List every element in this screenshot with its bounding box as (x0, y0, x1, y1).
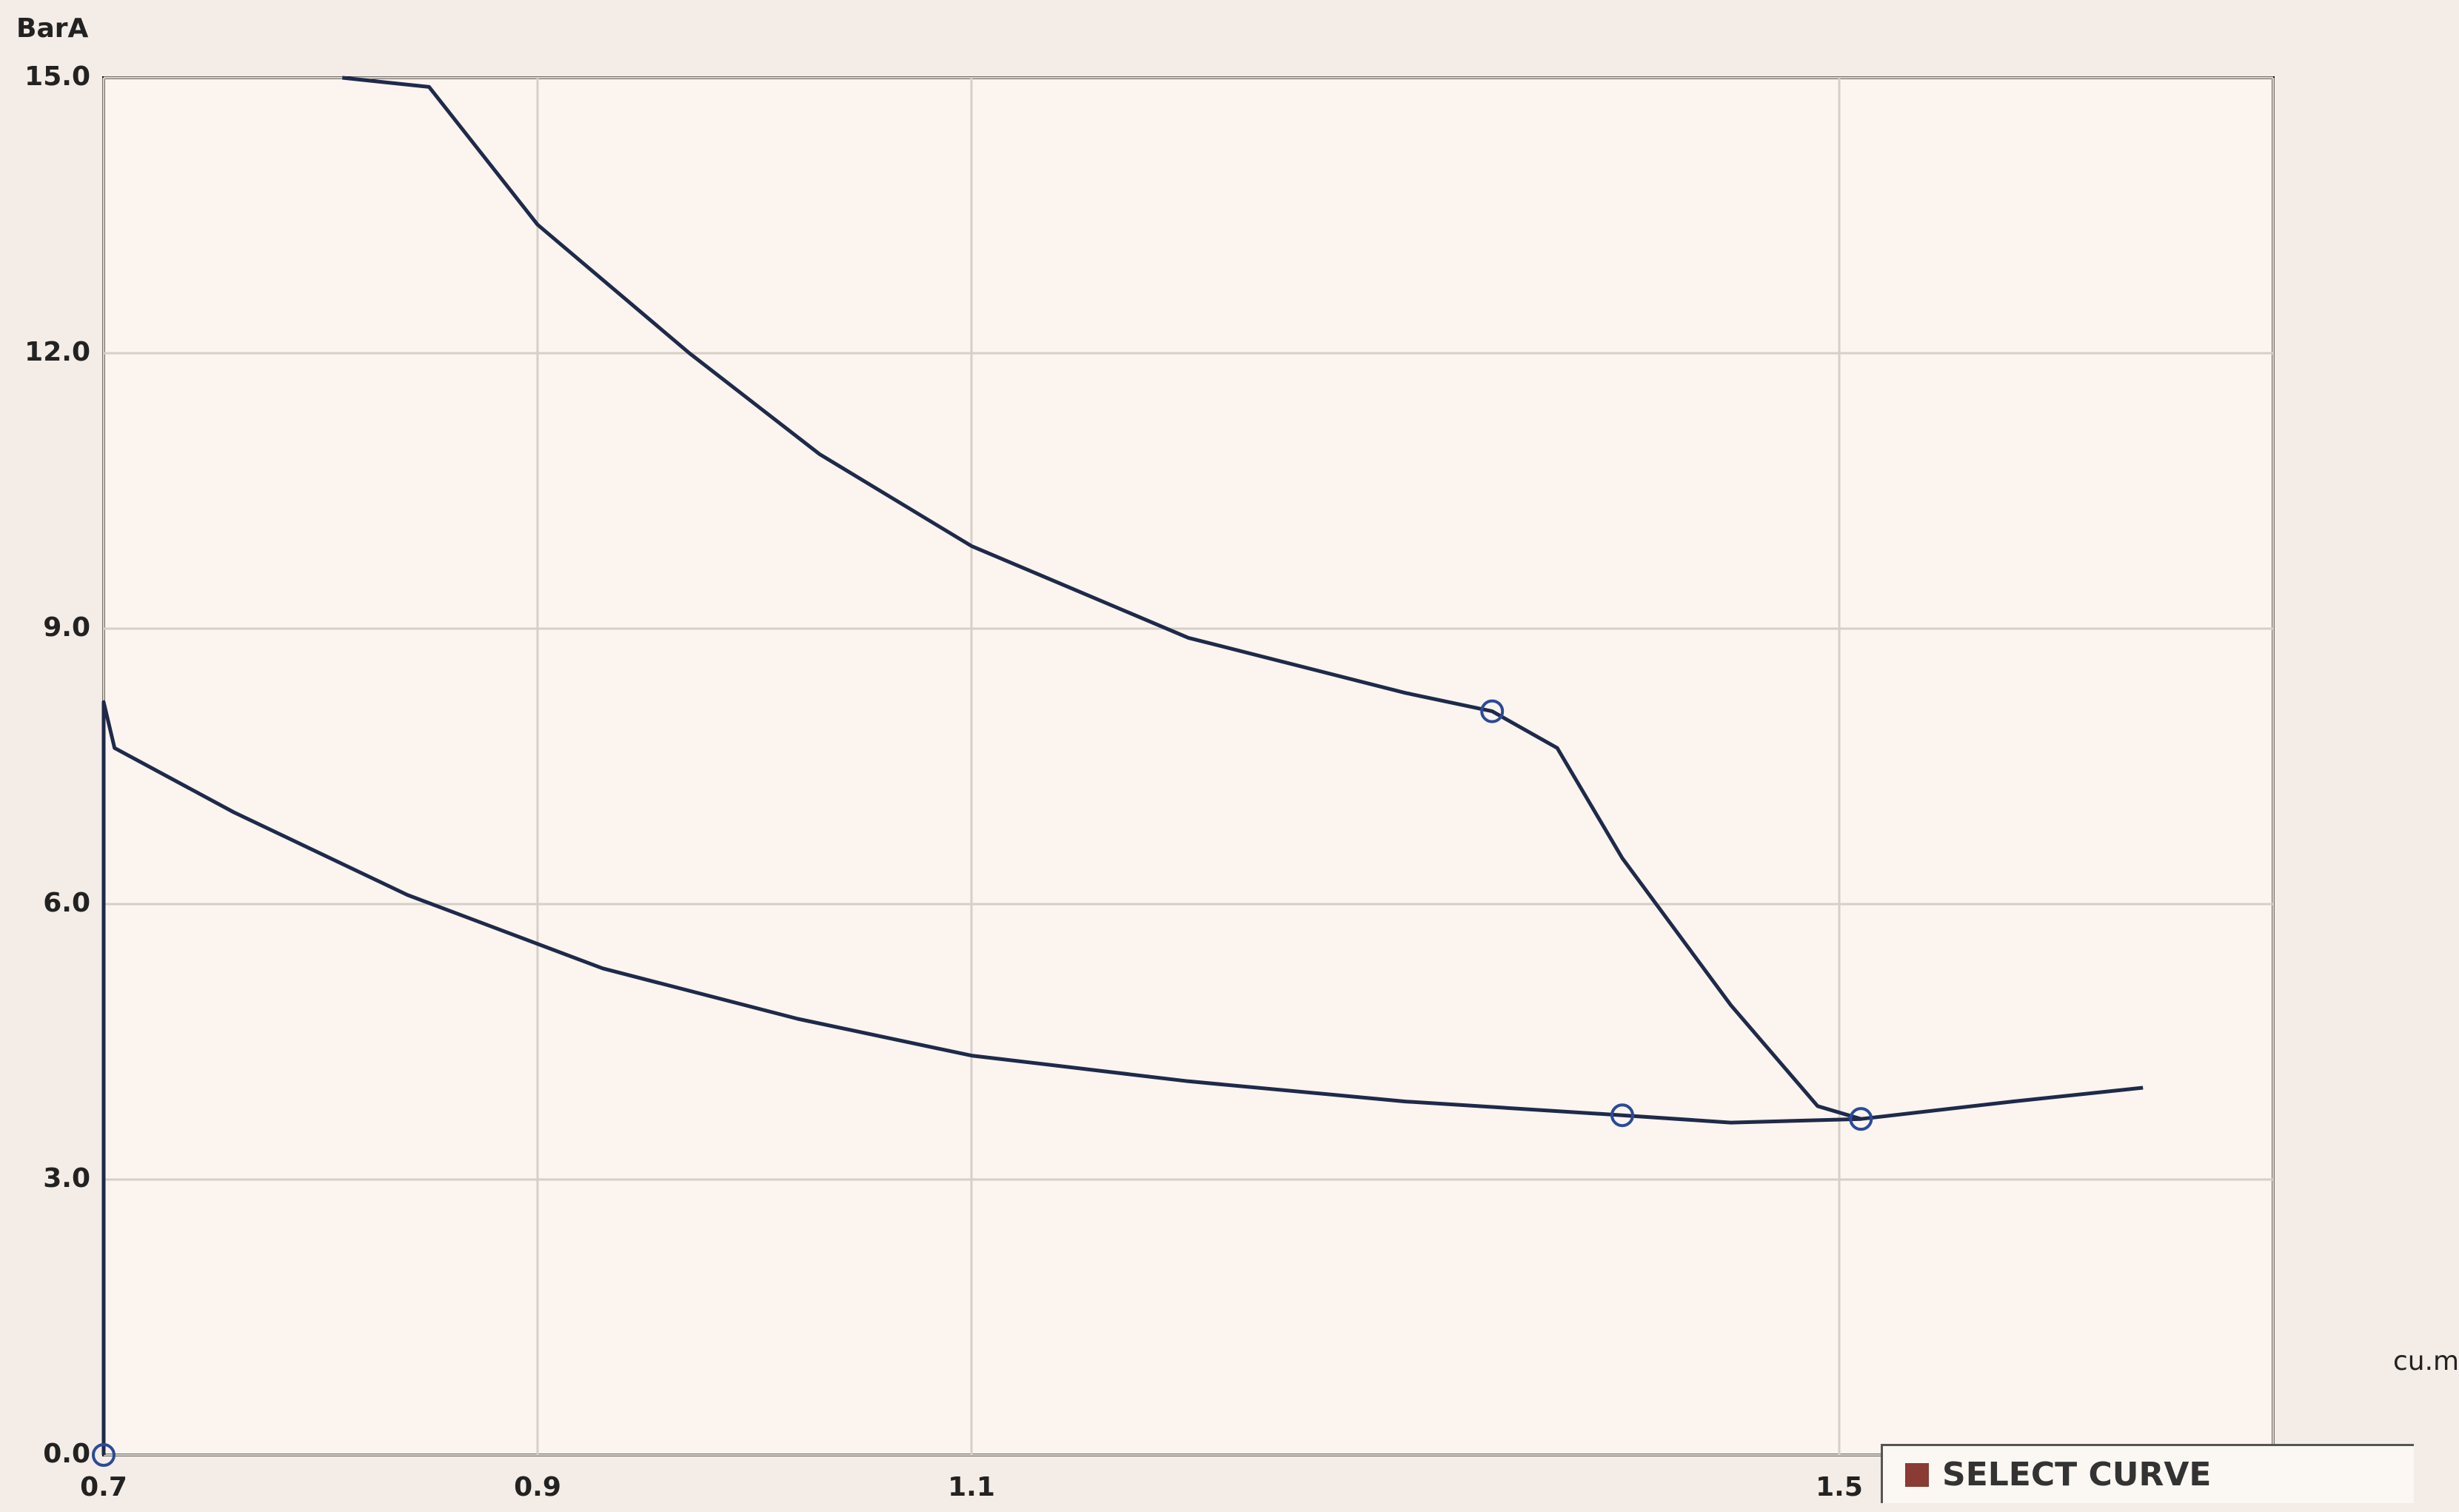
curve-point (1480, 699, 1505, 723)
y-tick-label: 9.0 (43, 612, 90, 643)
y-tick-label: 0.0 (43, 1439, 90, 1469)
select-curve-button[interactable]: SELECT CURVE (1881, 1444, 2414, 1503)
y-tick-label: 6.0 (43, 888, 90, 918)
curve-point (92, 1443, 116, 1467)
x-axis-label: cu.m (2393, 1346, 2459, 1376)
x-tick-label: 1.5 (1816, 1472, 1863, 1502)
y-tick-label: 12.0 (24, 337, 90, 367)
x-tick-label: 0.7 (80, 1472, 127, 1502)
curve (101, 700, 2144, 1455)
y-axis-label: BarA (16, 13, 88, 44)
x-tick-label: 0.9 (514, 1472, 561, 1502)
curve (342, 76, 1862, 1121)
x-tick-label: 1.1 (948, 1472, 995, 1502)
y-tick-label: 3.0 (43, 1163, 90, 1194)
curve-point (1849, 1107, 1873, 1131)
plot-area (102, 76, 2275, 1456)
button-icon (1905, 1462, 1929, 1487)
button-label: SELECT CURVE (1942, 1456, 2212, 1493)
y-tick-label: 15.0 (24, 61, 90, 92)
curve-point (1610, 1103, 1634, 1128)
